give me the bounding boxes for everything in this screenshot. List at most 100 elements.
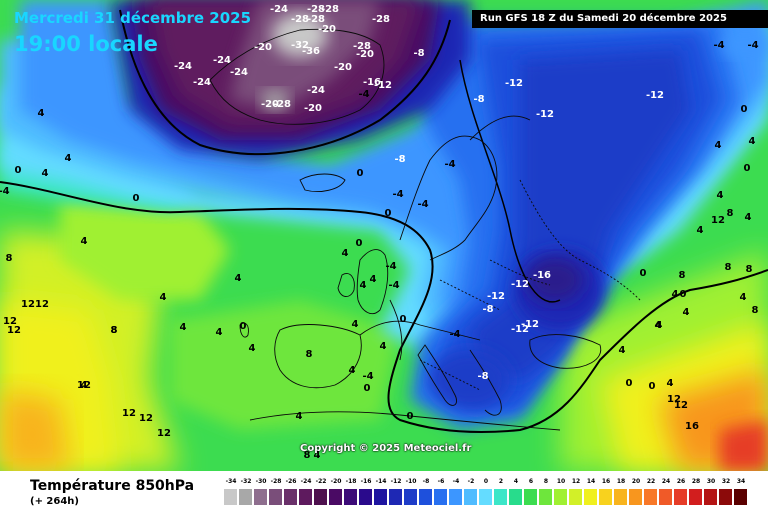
temperature-label: 0 [133,193,140,204]
temperature-label: 4 [81,380,88,391]
scale-tick-label: 26 [676,478,686,485]
scale-tick-label: 32 [721,478,731,485]
temperature-label: 4 [740,292,747,303]
temperature-label: -8 [473,94,484,105]
temperature-label: -36 [302,46,320,57]
scale-color-cell [344,489,358,505]
temperature-label: -12 [521,319,539,330]
temperature-label: -20 [261,99,279,110]
scale-color-cell [239,489,253,505]
temperature-label: 4 [360,280,367,291]
scale-tick-label: 18 [616,478,626,485]
parameter-title: Température 850hPa [30,478,195,494]
temperature-label: -4 [713,40,724,51]
temperature-label: -8 [413,48,424,59]
isotherm-minus8 [459,59,561,303]
scale-tick-label: -8 [422,478,430,485]
temperature-label: 0 [364,383,371,394]
temperature-label: 0 [680,289,687,300]
scale-tick-label: -20 [330,478,342,485]
scale-tick-label: -34 [225,478,237,485]
temperature-label: 4 [296,411,303,422]
temperature-label: 12 [122,408,136,419]
temperature-label: 0 [357,168,364,179]
temperature-map: -24 -28-28-28-28 -28-20-32-36-20 -28-20-24-… [0,0,768,471]
scale-color-cell [554,489,568,505]
temperature-label: 4 [180,322,187,333]
temperature-label: 4 [672,289,679,300]
scale-tick-label: 20 [631,478,641,485]
temperature-label: 4 [619,345,626,356]
scale-tick-label: 10 [556,478,566,485]
scale-tick-label: 24 [661,478,671,485]
isotherm-0 [0,181,768,433]
scale-color-cell [404,489,418,505]
temperature-label: -12 [536,109,554,120]
scale-tick-label: -28 [270,478,282,485]
temperature-label: -4 [444,159,455,170]
temperature-label: 4 [42,168,49,179]
temperature-label: 12 [157,428,171,439]
temperature-label: 4 [65,153,72,164]
temperature-label: -4 [392,189,403,200]
temperature-label: 0 [407,411,414,422]
temperature-label: -24 [270,4,288,15]
temperature-label: 12 [7,325,21,336]
temperature-label: -28 [307,4,325,15]
scale-tick-label: -26 [285,478,297,485]
temperature-label: 0 [400,314,407,325]
scale-color-cell [224,489,238,505]
temperature-label: -12 [511,279,529,290]
temperature-label: -4 [0,186,10,197]
temperature-label: -20 [334,62,352,73]
scale-tick-label: 22 [646,478,656,485]
scale-color-cell [284,489,298,505]
temperature-label: 12 [77,380,91,391]
scale-tick-label: 6 [528,478,534,485]
temperature-label: -28 [307,14,325,25]
forecast-lead-time: (+ 264h) [30,496,79,507]
temperature-label: 4 [749,136,756,147]
temperature-label: -12 [505,78,523,89]
scale-tick-label: 28 [691,478,701,485]
temperature-label: 8 [6,253,13,264]
temperature-label: 4 [370,274,377,285]
forecast-date: Mercredi 31 décembre 2025 [14,9,252,27]
temperature-label: -12 [646,90,664,101]
scale-tick-label: -2 [467,478,475,485]
scale-tick-label: -4 [452,478,460,485]
scale-color-cell [434,489,448,505]
temperature-label: -16 [533,270,551,281]
scale-tick-label: -6 [437,478,445,485]
temperature-label: 4 [683,307,690,318]
run-info-banner: Run GFS 18 Z du Samedi 20 décembre 2025 [472,10,768,28]
temperature-label: 4 [38,108,45,119]
temperature-label: 8 [304,450,311,461]
scale-color-cell [479,489,493,505]
scale-color-cell [599,489,613,505]
scale-color-cell [359,489,373,505]
temperature-label: 4 [667,378,674,389]
scale-tick-label: 34 [736,478,746,485]
temperature-label: -20 [304,103,322,114]
temperature-label: 8 [679,270,686,281]
isotherm-minus20 [119,9,451,156]
scale-tick-label: -14 [375,478,387,485]
temperature-field [0,0,768,471]
scale-color-cell [329,489,343,505]
scale-tick-label: 16 [601,478,611,485]
temperature-label: -28 [321,4,339,15]
temperature-label: 4 [235,273,242,284]
scale-tick-label: 8 [543,478,549,485]
temperature-label: -24 [174,61,192,72]
temperature-label: 4 [655,320,662,331]
scale-tick-label: 2 [498,478,504,485]
temperature-label: -32 [291,40,309,51]
temperature-label: -4 [388,280,399,291]
temperature-label: 0 [626,378,633,389]
temperature-label: 12 [711,215,725,226]
scale-color-cell [719,489,733,505]
temperature-label: 0 [741,104,748,115]
temperature-label: -8 [394,154,405,165]
temperature-label: -24 [230,67,248,78]
